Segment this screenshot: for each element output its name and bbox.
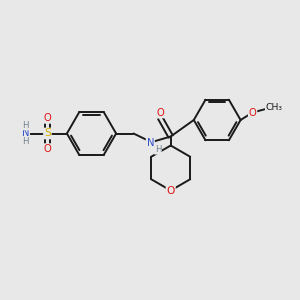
Text: H: H	[22, 121, 29, 130]
Text: N: N	[22, 128, 29, 139]
Text: S: S	[44, 128, 51, 139]
Text: O: O	[44, 144, 51, 154]
Text: O: O	[44, 113, 51, 123]
Text: O: O	[249, 107, 256, 118]
Text: H: H	[22, 137, 29, 146]
Text: CH₃: CH₃	[266, 103, 283, 112]
Text: O: O	[167, 185, 175, 196]
Text: O: O	[156, 107, 164, 118]
Text: N: N	[146, 137, 154, 148]
Text: H: H	[155, 145, 161, 154]
